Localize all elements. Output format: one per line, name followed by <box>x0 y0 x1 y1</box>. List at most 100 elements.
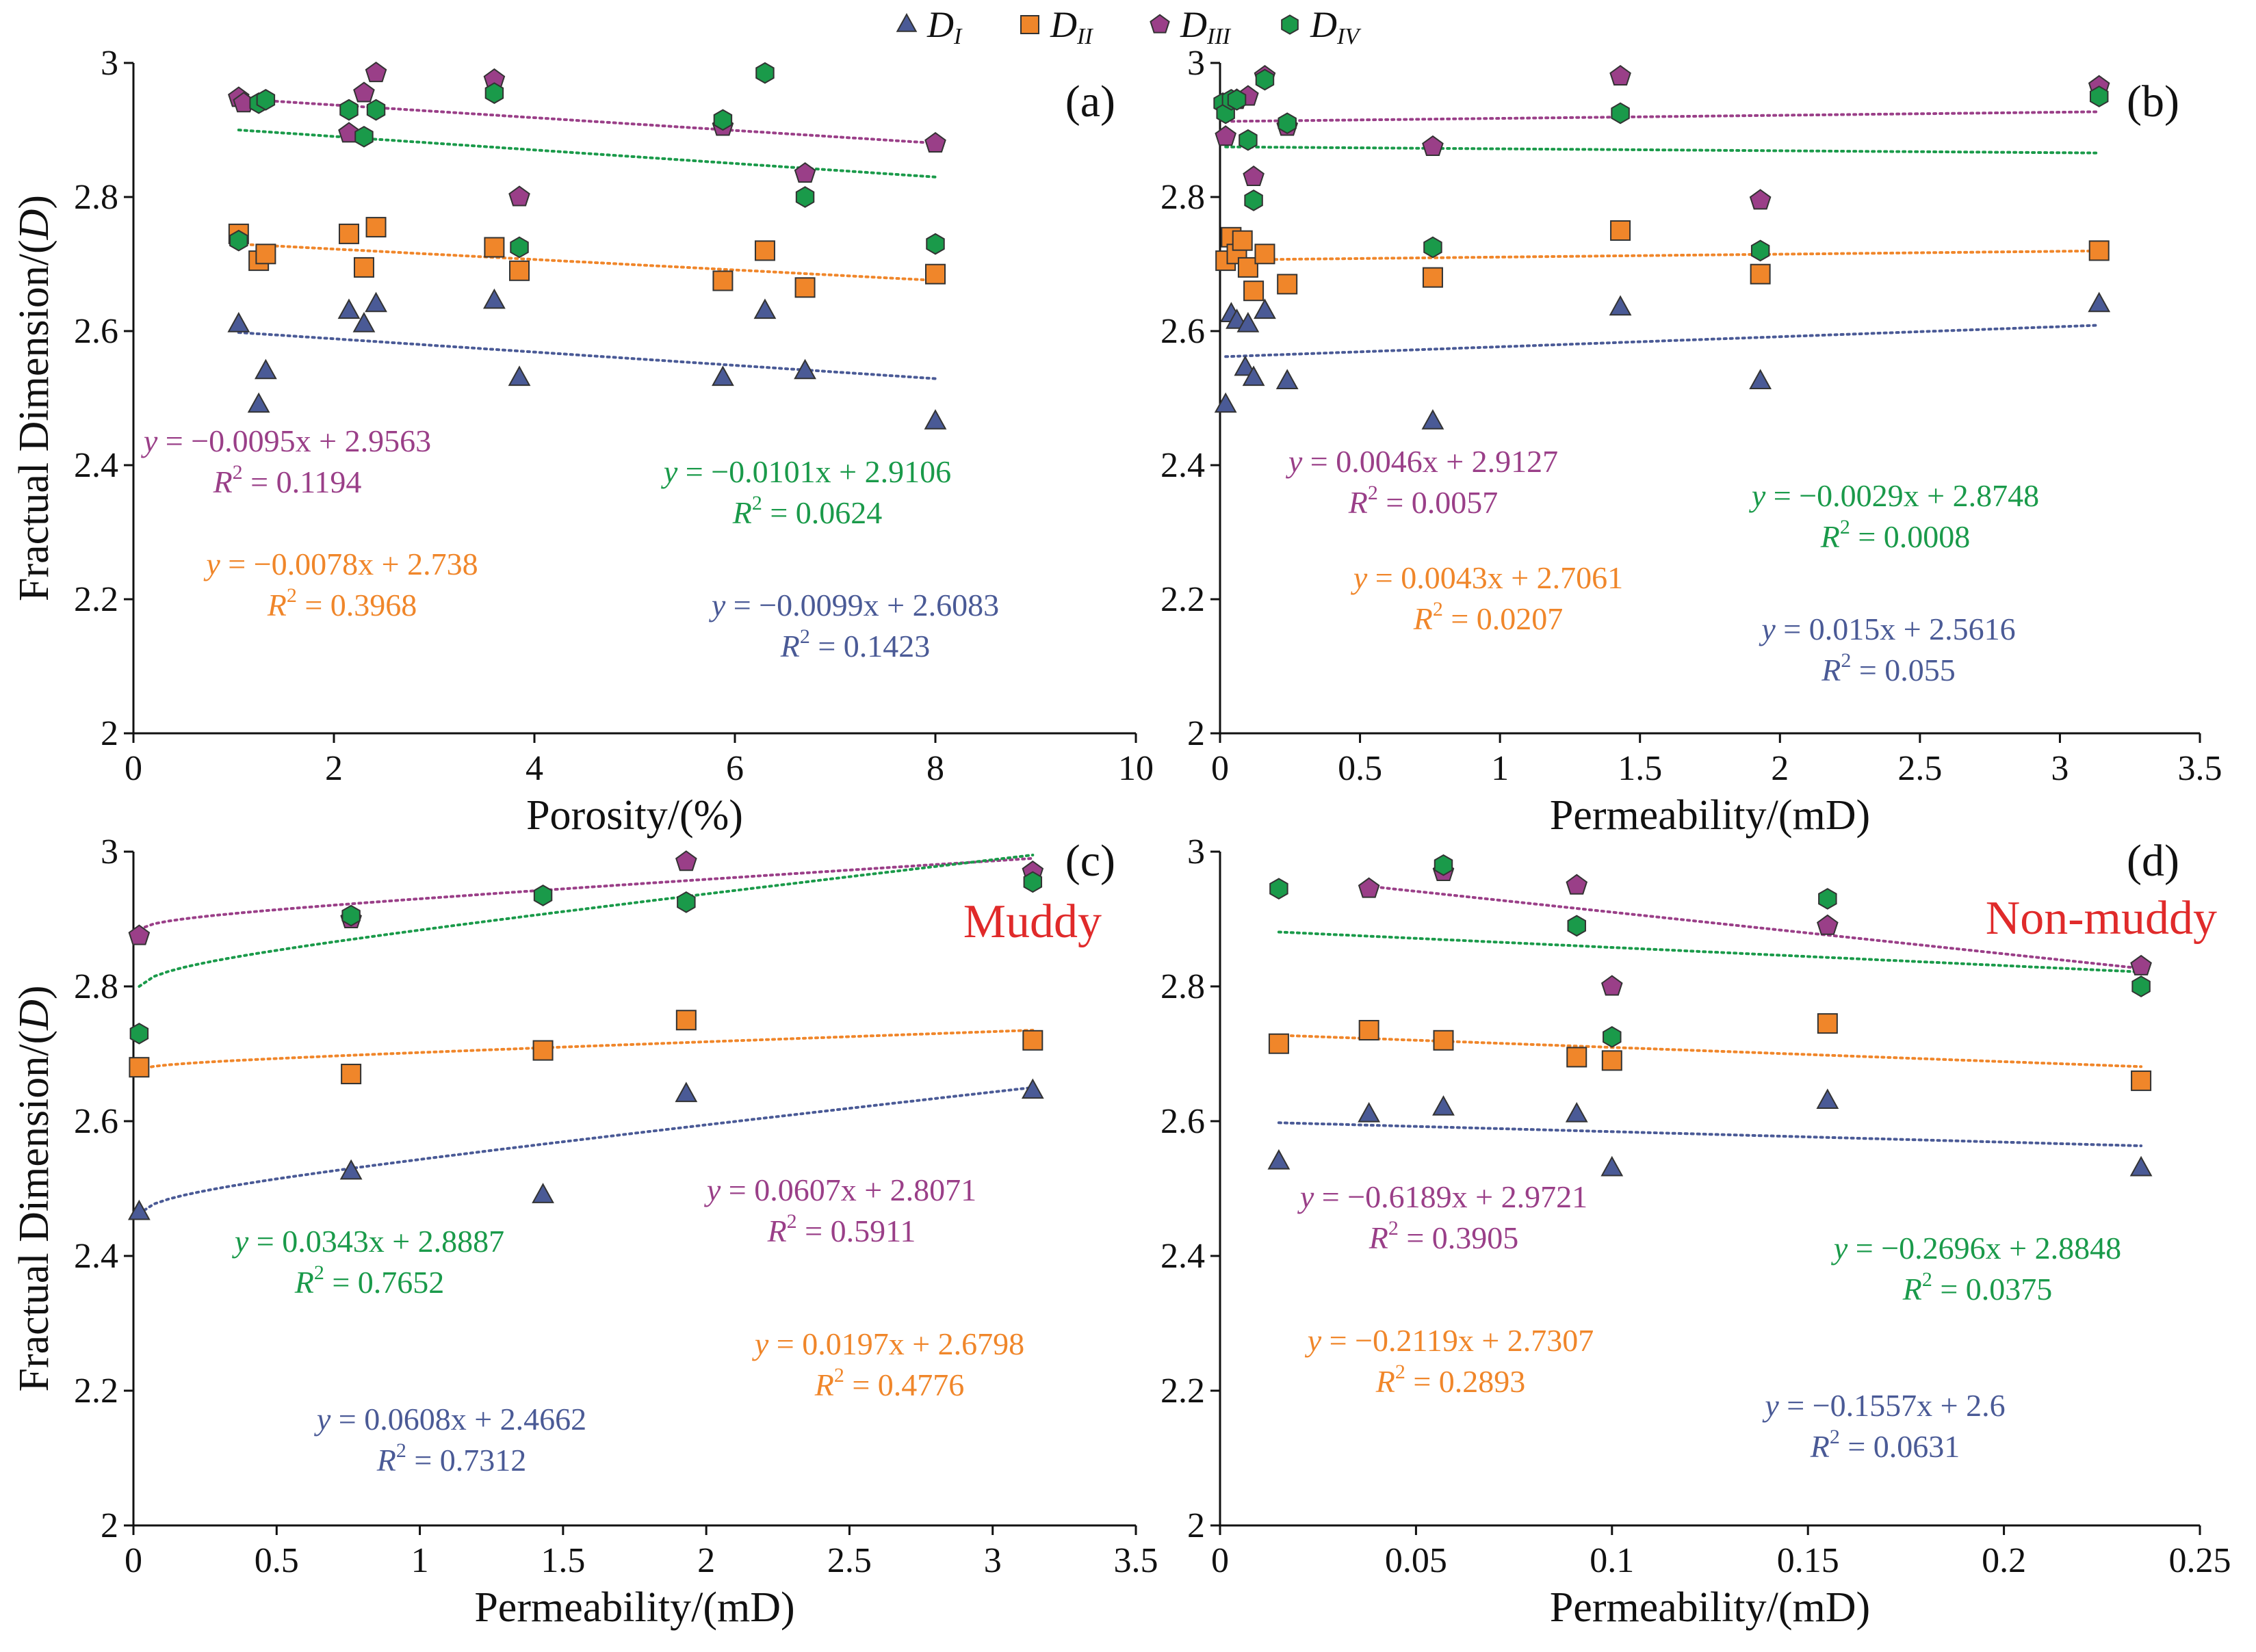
r-squared-d1: R2 = 0.7312 <box>376 1439 527 1478</box>
x-tick-label: 0.5 <box>255 1541 299 1580</box>
point-d1 <box>1021 1078 1044 1099</box>
x-tick-label: 10 <box>1118 749 1154 788</box>
x-tick-label: 0 <box>125 1541 142 1580</box>
point-d1 <box>2129 1155 2153 1177</box>
x-tick-label: 1 <box>1491 749 1509 788</box>
x-axis-title: Permeability/(mD) <box>1550 792 1870 839</box>
equation-d1: y = 0.0608x + 2.4662 <box>314 1402 586 1437</box>
trendline-d4 <box>138 853 1035 988</box>
equation-d1: y = −0.1557x + 2.6 <box>1762 1388 2005 1423</box>
trendline-d1 <box>1277 1121 2143 1147</box>
point-d4 <box>1611 102 1630 124</box>
point-d2 <box>1232 230 1253 251</box>
point-d1 <box>1254 298 1276 319</box>
y-tick-label: 2.8 <box>74 178 118 217</box>
point-d4 <box>1023 871 1043 893</box>
equation-d2: y = 0.0043x + 2.7061 <box>1351 560 1623 595</box>
trendline-d2 <box>138 1029 1035 1071</box>
x-tick-label: 3.5 <box>1114 1541 1158 1580</box>
point-d2 <box>794 277 816 298</box>
point-d4 <box>1278 112 1297 135</box>
y-tick-label: 2.4 <box>1161 1237 1205 1276</box>
y-tick-label: 2.4 <box>74 446 118 485</box>
x-tick-label: 2 <box>1771 749 1789 788</box>
point-d1 <box>1242 365 1265 386</box>
point-d4 <box>1244 189 1263 211</box>
x-tick-label: 3.5 <box>2178 749 2222 788</box>
point-d3 <box>1600 975 1623 996</box>
y-tick-label: 3 <box>101 832 118 871</box>
equation-d1: y = 0.015x + 2.5616 <box>1759 612 2015 646</box>
x-tick-label: 0.25 <box>2169 1541 2231 1580</box>
r-squared-d4: R2 = 0.0624 <box>732 492 883 530</box>
point-d4 <box>533 884 553 906</box>
trendline-d4 <box>1277 930 2143 973</box>
point-d1 <box>508 365 531 386</box>
y-tick-label: 2 <box>1187 1506 1205 1545</box>
point-d4 <box>1567 915 1586 937</box>
point-d2 <box>1254 244 1275 265</box>
point-d2 <box>1601 1050 1622 1071</box>
point-d3 <box>1243 165 1265 187</box>
y-tick-label: 2.6 <box>1161 312 1205 351</box>
equation-d3: y = −0.0095x + 2.9563 <box>141 423 431 458</box>
panel-label: (b) <box>2127 77 2179 127</box>
r-squared-d1: R2 = 0.0631 <box>1810 1426 1960 1464</box>
point-d4 <box>1434 854 1453 876</box>
legend-label-d4: DIV <box>1310 4 1362 49</box>
equation-d3: y = 0.0607x + 2.8071 <box>704 1172 976 1207</box>
x-tick-label: 2.5 <box>827 1541 872 1580</box>
equation-d2: y = −0.2119x + 2.7307 <box>1305 1323 1594 1358</box>
point-d3 <box>1566 874 1588 895</box>
legend-marker-d2 <box>1020 15 1039 34</box>
point-d4 <box>1239 129 1258 151</box>
point-d1 <box>1565 1101 1588 1123</box>
r-squared-d4: R2 = 0.0008 <box>1820 516 1971 554</box>
x-tick-label: 0.15 <box>1777 1541 1839 1580</box>
point-d4 <box>229 229 248 252</box>
trendline-d2 <box>237 242 937 282</box>
point-d1 <box>712 365 734 386</box>
point-d4 <box>484 82 504 104</box>
point-d2 <box>484 237 505 258</box>
panel-label: (c) <box>1065 836 1115 886</box>
panel-b: 2 2.2 2.4 2.6 2.8 3 0 0.5 1 1.5 2 2.5 3 3.5 Permeabili… <box>1161 44 2222 839</box>
trendline-d3 <box>1224 110 2101 123</box>
panel-label: (a) <box>1065 77 1115 127</box>
x-axis-title: Porosity/(%) <box>526 792 743 839</box>
point-d4 <box>1818 888 1837 910</box>
x-tick-label: 8 <box>926 749 944 788</box>
r-squared-d2: R2 = 0.0207 <box>1413 598 1564 636</box>
point-d3 <box>1609 64 1631 86</box>
point-d3 <box>353 81 375 103</box>
r-squared-d2: R2 = 0.2893 <box>1375 1361 1526 1399</box>
y-tick-label: 2.8 <box>74 967 118 1006</box>
x-tick-label: 0 <box>1211 1541 1229 1580</box>
x-tick-label: 2 <box>325 749 343 788</box>
point-d1 <box>127 1199 151 1220</box>
y-tick-label: 2.4 <box>74 1237 118 1276</box>
y-tick-label: 2 <box>101 1506 118 1545</box>
point-d4 <box>1423 236 1442 259</box>
r-squared-d3: R2 = 0.0057 <box>1348 482 1499 520</box>
point-d2 <box>925 263 946 285</box>
point-d2 <box>341 1064 362 1085</box>
point-d1 <box>753 298 777 319</box>
equation-d1: y = −0.0099x + 2.6083 <box>709 588 999 622</box>
r-squared-d3: R2 = 0.5911 <box>767 1210 916 1248</box>
y-axis-title: Fractual Dimension/(D) <box>11 985 57 1391</box>
point-d4 <box>1603 1026 1622 1048</box>
point-d4 <box>341 904 361 927</box>
point-d2 <box>1358 1020 1379 1041</box>
panel-tag: Non-muddy <box>1986 892 2217 945</box>
r-squared-d2: R2 = 0.4776 <box>814 1364 965 1402</box>
equation-d2: y = 0.0197x + 2.6798 <box>752 1326 1024 1361</box>
point-d3 <box>1215 125 1237 146</box>
r-squared-d3: R2 = 0.3905 <box>1369 1217 1519 1255</box>
x-tick-label: 0.05 <box>1385 1541 1447 1580</box>
point-d2 <box>754 240 775 261</box>
point-d4 <box>677 891 696 913</box>
point-d4 <box>1750 239 1770 262</box>
equation-d2: y = −0.0078x + 2.738 <box>203 547 478 581</box>
panel-tag: Muddy <box>963 895 1102 948</box>
